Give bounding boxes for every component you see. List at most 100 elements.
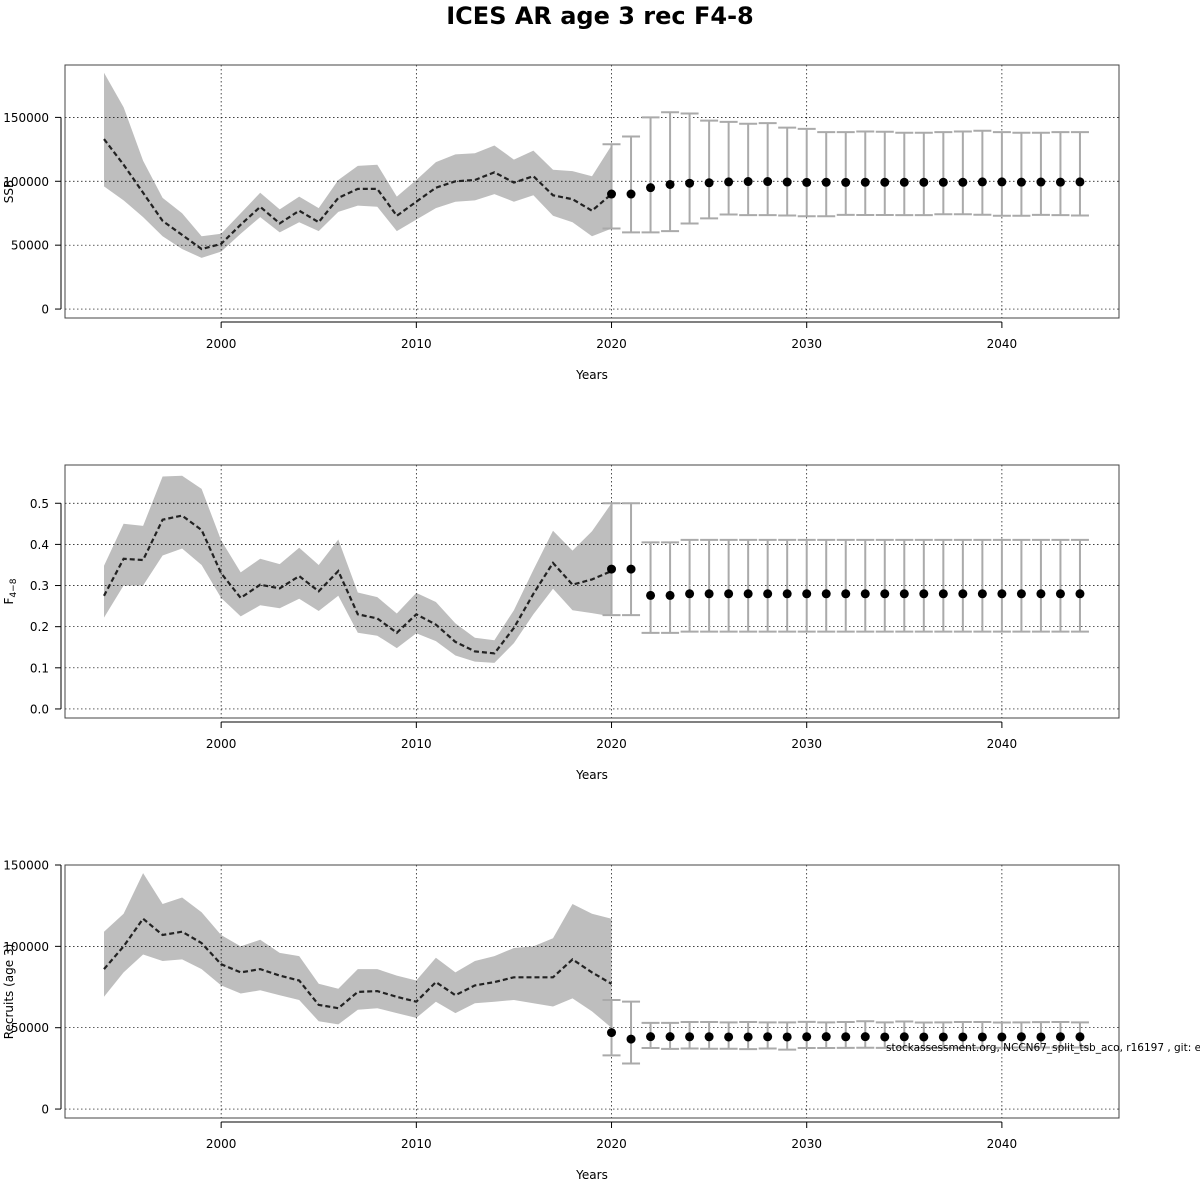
forecast-point	[977, 589, 987, 599]
forecast-point	[607, 564, 617, 574]
forecast-point	[607, 1028, 617, 1038]
y-tick-label: 0.1	[30, 661, 49, 675]
y-tick-label: 0.0	[30, 702, 49, 716]
forecast-point	[821, 589, 831, 599]
estimate-line	[103, 917, 613, 1010]
fbar-panel: 2000 2010 2020 2030 2040 Years 0.0 0.1 0.2 0.3 0.4…	[2, 464, 1120, 782]
forecast-point	[1016, 1032, 1026, 1042]
forecast-point	[1055, 1032, 1065, 1042]
forecast-point	[665, 590, 675, 600]
forecast-point	[802, 589, 812, 599]
forecast-point	[763, 177, 773, 187]
y-tick-label: 100000	[3, 940, 49, 954]
confidence-band	[104, 475, 612, 663]
forecast-point	[958, 177, 968, 187]
forecast-point	[821, 177, 831, 187]
forecast-point	[919, 1032, 929, 1042]
forecast-point	[724, 589, 734, 599]
forecast-point	[704, 589, 714, 599]
forecast-point	[860, 589, 870, 599]
footnote: stockassessment.org, NCCN67_split_tsb_ac…	[886, 1042, 1200, 1054]
forecast-point	[899, 589, 909, 599]
forecast-point	[724, 1032, 734, 1042]
y-axis-label: F4−8	[2, 578, 19, 604]
forecast-point	[860, 1032, 870, 1042]
x-axis-label: Years	[575, 368, 608, 382]
estimate-line	[103, 138, 613, 251]
forecast-point	[646, 1032, 656, 1042]
forecast-point	[919, 177, 929, 187]
forecast-point	[821, 1032, 831, 1042]
forecast-point	[977, 1032, 987, 1042]
forecast-point	[880, 1032, 890, 1042]
x-tick-label: 2010	[401, 337, 432, 351]
y-axis-label: SSB	[2, 180, 16, 203]
forecast-point	[743, 589, 753, 599]
y-tick-label: 150000	[3, 111, 49, 125]
forecast-point	[1016, 177, 1026, 187]
forecast-point	[938, 177, 948, 187]
forecast-point	[704, 178, 714, 188]
forecast-point	[1075, 589, 1085, 599]
x-tick-label: 2000	[206, 337, 237, 351]
forecast-point	[782, 1032, 792, 1042]
forecast-point	[1055, 589, 1065, 599]
forecast-point	[685, 589, 695, 599]
recruits-panel: 2000 2010 2020 2030 2040 Years 0 50000 100000 150…	[2, 859, 1120, 1182]
forecast-point	[763, 589, 773, 599]
x-tick-label: 2020	[596, 1137, 627, 1151]
forecast-point	[841, 177, 851, 187]
estimate-line	[103, 514, 612, 655]
forecast-point	[607, 189, 617, 199]
confidence-band	[104, 873, 612, 1028]
forecast-point	[938, 1032, 948, 1042]
y-tick-label: 0	[41, 1103, 49, 1117]
forecast-point	[685, 178, 695, 188]
confidence-band	[104, 72, 612, 258]
y-tick-label: 100000	[3, 175, 49, 189]
forecast-point	[1036, 589, 1046, 599]
forecast-point	[782, 589, 792, 599]
forecast-point	[1016, 589, 1026, 599]
forecast-point	[880, 589, 890, 599]
forecast-point	[1036, 1032, 1046, 1042]
forecast-point	[958, 1032, 968, 1042]
ssb-panel: 2000 2010 2020 2030 2040 Years 0 50000 100000 150…	[2, 64, 1120, 382]
x-tick-label: 2020	[596, 337, 627, 351]
forecast-point	[1075, 177, 1085, 187]
forecast-point	[841, 1032, 851, 1042]
x-tick-label: 2030	[791, 1137, 822, 1151]
forecast-point	[1055, 177, 1065, 187]
y-tick-label: 0.5	[30, 497, 49, 511]
x-tick-label: 2000	[206, 1137, 237, 1151]
forecast-point	[626, 564, 636, 574]
forecast-point	[724, 177, 734, 187]
forecast-point	[763, 1032, 773, 1042]
x-tick-label: 2010	[401, 1137, 432, 1151]
forecast-point	[1036, 177, 1046, 187]
y-tick-label: 50000	[11, 1021, 49, 1035]
y-tick-label: 0.2	[30, 620, 49, 634]
forecast-point	[958, 589, 968, 599]
x-tick-label: 2030	[791, 737, 822, 751]
forecast-point	[977, 177, 987, 187]
forecast-point	[626, 189, 636, 199]
forecast-point	[997, 589, 1007, 599]
y-tick-label: 0.3	[30, 579, 49, 593]
forecast-point	[899, 1032, 909, 1042]
x-tick-label: 2000	[206, 737, 237, 751]
forecast-point	[782, 177, 792, 187]
y-tick-label: 0	[41, 303, 49, 317]
forecast-point	[743, 177, 753, 187]
forecast-point	[919, 589, 929, 599]
x-axis-label: Years	[575, 768, 608, 782]
chart-title: ICES AR age 3 rec F4-8	[446, 2, 754, 30]
forecast-point	[997, 177, 1007, 187]
x-tick-label: 2040	[987, 337, 1018, 351]
forecast-point	[665, 1032, 675, 1042]
forecast-point	[938, 589, 948, 599]
forecast-point	[626, 1034, 636, 1044]
x-tick-label: 2040	[987, 1137, 1018, 1151]
forecast-point	[743, 1032, 753, 1042]
forecast-point	[860, 177, 870, 187]
